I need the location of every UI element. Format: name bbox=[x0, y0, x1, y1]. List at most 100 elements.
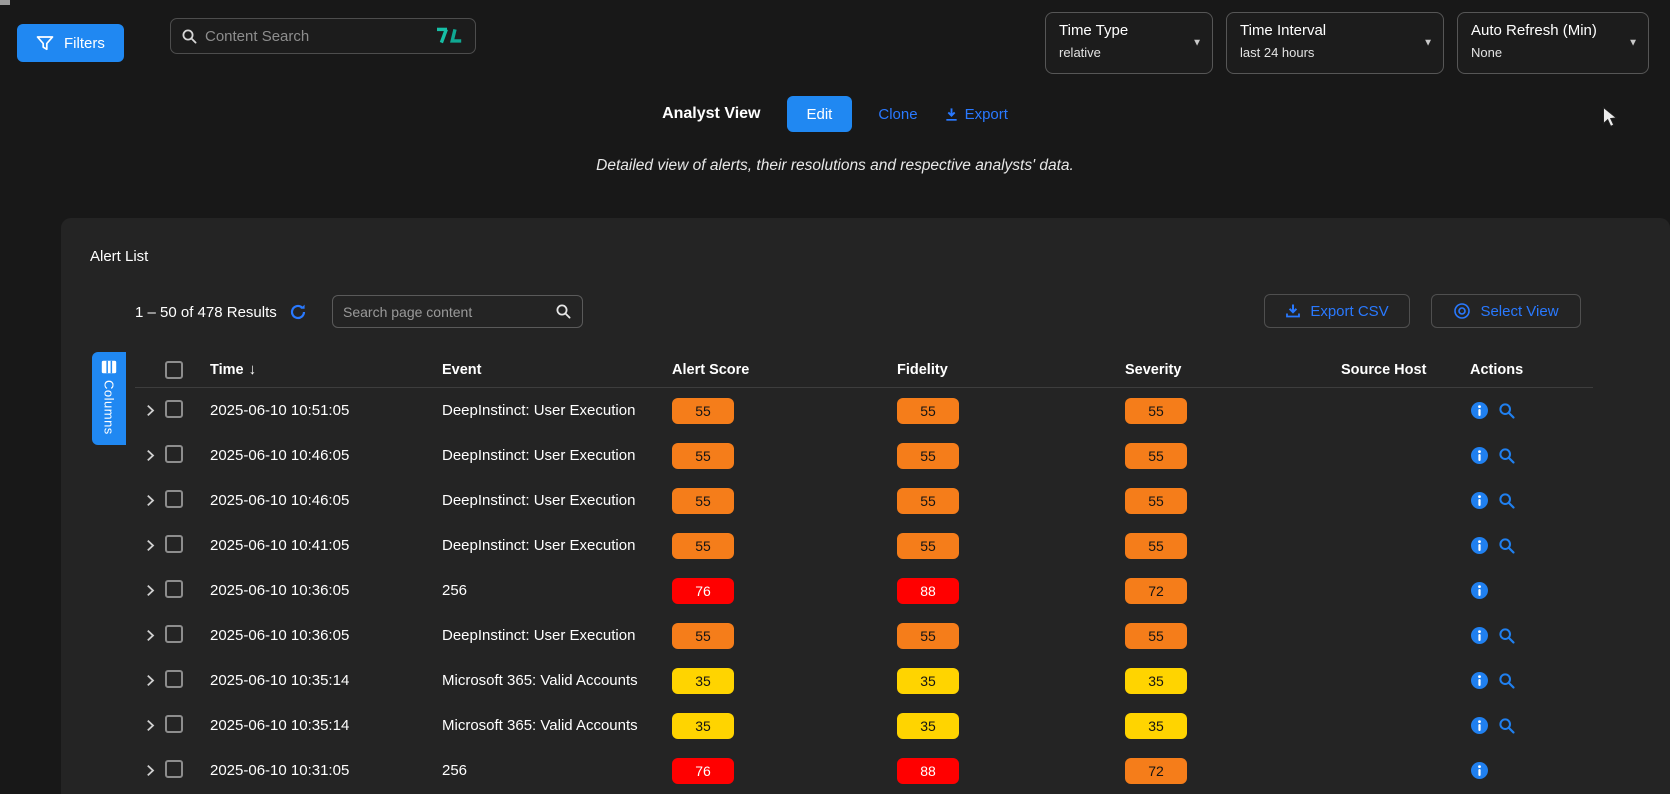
select-all-checkbox[interactable] bbox=[165, 360, 183, 379]
row-time: 2025-06-10 10:36:05 bbox=[210, 582, 350, 599]
table-row: 2025-06-10 10:35:14 Microsoft 365: Valid… bbox=[135, 703, 1593, 748]
column-header-alert-score[interactable]: Alert Score bbox=[672, 361, 750, 378]
columns-icon bbox=[101, 360, 117, 374]
search-action-icon[interactable] bbox=[1498, 447, 1516, 465]
page-search-input[interactable] bbox=[343, 303, 549, 320]
export-button[interactable]: Export bbox=[944, 106, 1008, 123]
fidelity-badge: 55 bbox=[897, 487, 959, 514]
alert-score-badge: 55 bbox=[672, 622, 734, 649]
clone-button[interactable]: Clone bbox=[878, 105, 918, 123]
severity-badge: 55 bbox=[1125, 622, 1187, 649]
info-action-icon[interactable] bbox=[1470, 491, 1489, 510]
row-time: 2025-06-10 10:46:05 bbox=[210, 447, 350, 464]
row-checkbox[interactable] bbox=[165, 534, 183, 553]
row-event: DeepInstinct: User Execution bbox=[442, 492, 636, 509]
row-expand-chevron-icon[interactable] bbox=[142, 717, 159, 734]
results-row: 1 – 50 of 478 Results bbox=[135, 303, 307, 321]
info-action-icon[interactable] bbox=[1470, 536, 1489, 555]
fidelity-badge: 55 bbox=[897, 397, 959, 424]
content-search-input[interactable] bbox=[205, 27, 428, 45]
row-actions bbox=[1470, 581, 1593, 600]
time-interval-dropdown[interactable]: Time Interval last 24 hours ▼ bbox=[1226, 12, 1444, 74]
table-header-row: Time ↓ Event Alert Score Fidelity Severi… bbox=[135, 352, 1593, 388]
chevron-down-icon: ▼ bbox=[1628, 37, 1638, 49]
alert-score-badge: 55 bbox=[672, 532, 734, 559]
view-description: Detailed view of alerts, their resolutio… bbox=[596, 157, 1074, 174]
table-row: 2025-06-10 10:41:05 DeepInstinct: User E… bbox=[135, 523, 1593, 568]
search-icon bbox=[181, 28, 198, 45]
edit-button[interactable]: Edit bbox=[786, 96, 853, 132]
alert-score-badge: 55 bbox=[672, 442, 734, 469]
export-csv-label: Export CSV bbox=[1310, 302, 1389, 320]
row-event: Microsoft 365: Valid Accounts bbox=[442, 672, 638, 689]
filter-funnel-icon bbox=[36, 35, 54, 52]
row-checkbox[interactable] bbox=[165, 759, 183, 778]
row-event: DeepInstinct: User Execution bbox=[442, 537, 636, 554]
search-action-icon[interactable] bbox=[1498, 402, 1516, 420]
row-expand-chevron-icon[interactable] bbox=[142, 762, 159, 779]
fidelity-badge: 55 bbox=[897, 532, 959, 559]
info-action-icon[interactable] bbox=[1470, 716, 1489, 735]
info-action-icon[interactable] bbox=[1470, 446, 1489, 465]
page-search-box bbox=[332, 295, 583, 328]
row-checkbox[interactable] bbox=[165, 714, 183, 733]
info-action-icon[interactable] bbox=[1470, 401, 1489, 420]
row-event: Microsoft 365: Valid Accounts bbox=[442, 717, 638, 734]
row-expand-chevron-icon[interactable] bbox=[142, 672, 159, 689]
refresh-button[interactable] bbox=[289, 303, 307, 321]
column-header-fidelity[interactable]: Fidelity bbox=[897, 361, 948, 378]
results-summary: 1 – 50 of 478 Results bbox=[135, 303, 277, 321]
info-action-icon[interactable] bbox=[1470, 761, 1489, 780]
search-action-icon[interactable] bbox=[1498, 672, 1516, 690]
filters-button[interactable]: Filters bbox=[17, 24, 124, 62]
column-header-severity[interactable]: Severity bbox=[1125, 361, 1182, 378]
table-row: 2025-06-10 10:51:05 DeepInstinct: User E… bbox=[135, 388, 1593, 433]
row-time: 2025-06-10 10:46:05 bbox=[210, 492, 350, 509]
column-header-time[interactable]: Time ↓ bbox=[210, 361, 442, 378]
row-checkbox[interactable] bbox=[165, 624, 183, 643]
fidelity-badge: 35 bbox=[897, 712, 959, 739]
row-expand-chevron-icon[interactable] bbox=[142, 447, 159, 464]
row-checkbox[interactable] bbox=[165, 444, 183, 463]
search-action-icon[interactable] bbox=[1498, 537, 1516, 555]
time-type-label: Time Type bbox=[1059, 22, 1129, 39]
table-row: 2025-06-10 10:46:05 DeepInstinct: User E… bbox=[135, 478, 1593, 523]
row-checkbox[interactable] bbox=[165, 489, 183, 508]
row-expand-chevron-icon[interactable] bbox=[142, 402, 159, 419]
row-expand-chevron-icon[interactable] bbox=[142, 627, 159, 644]
auto-refresh-dropdown[interactable]: Auto Refresh (Min) None ▼ bbox=[1457, 12, 1649, 74]
row-checkbox[interactable] bbox=[165, 579, 183, 598]
column-header-source-host[interactable]: Source Host bbox=[1341, 361, 1427, 378]
row-actions bbox=[1470, 761, 1593, 780]
row-event: 256 bbox=[442, 762, 468, 779]
table-row: 2025-06-10 10:35:14 Microsoft 365: Valid… bbox=[135, 658, 1593, 703]
row-expand-chevron-icon[interactable] bbox=[142, 492, 159, 509]
time-controls: Time Type relative ▼ Time Interval last … bbox=[1045, 12, 1649, 74]
row-checkbox[interactable] bbox=[165, 669, 183, 688]
row-actions bbox=[1470, 671, 1593, 690]
select-view-button[interactable]: Select View bbox=[1431, 294, 1581, 328]
time-interval-label: Time Interval bbox=[1240, 22, 1327, 39]
row-checkbox[interactable] bbox=[165, 399, 183, 418]
search-action-icon[interactable] bbox=[1498, 492, 1516, 510]
row-expand-chevron-icon[interactable] bbox=[142, 537, 159, 554]
search-action-icon[interactable] bbox=[1498, 627, 1516, 645]
search-action-icon[interactable] bbox=[1498, 717, 1516, 735]
info-action-icon[interactable] bbox=[1470, 671, 1489, 690]
column-header-event[interactable]: Event bbox=[442, 361, 482, 378]
columns-tab[interactable]: Columns bbox=[92, 352, 126, 445]
info-action-icon[interactable] bbox=[1470, 581, 1489, 600]
alert-list-panel: Alert List 1 – 50 of 478 Results Export … bbox=[61, 218, 1670, 794]
view-title: Analyst View bbox=[662, 105, 761, 122]
auto-refresh-label: Auto Refresh (Min) bbox=[1471, 22, 1597, 39]
export-csv-button[interactable]: Export CSV bbox=[1264, 294, 1410, 328]
alert-score-badge: 76 bbox=[672, 577, 734, 604]
row-expand-chevron-icon[interactable] bbox=[142, 582, 159, 599]
time-type-dropdown[interactable]: Time Type relative ▼ bbox=[1045, 12, 1213, 74]
info-action-icon[interactable] bbox=[1470, 626, 1489, 645]
time-header-label: Time bbox=[210, 361, 244, 378]
fidelity-badge: 55 bbox=[897, 622, 959, 649]
row-event: 256 bbox=[442, 582, 468, 599]
eye-icon bbox=[1453, 302, 1471, 320]
sort-desc-icon: ↓ bbox=[248, 361, 257, 378]
